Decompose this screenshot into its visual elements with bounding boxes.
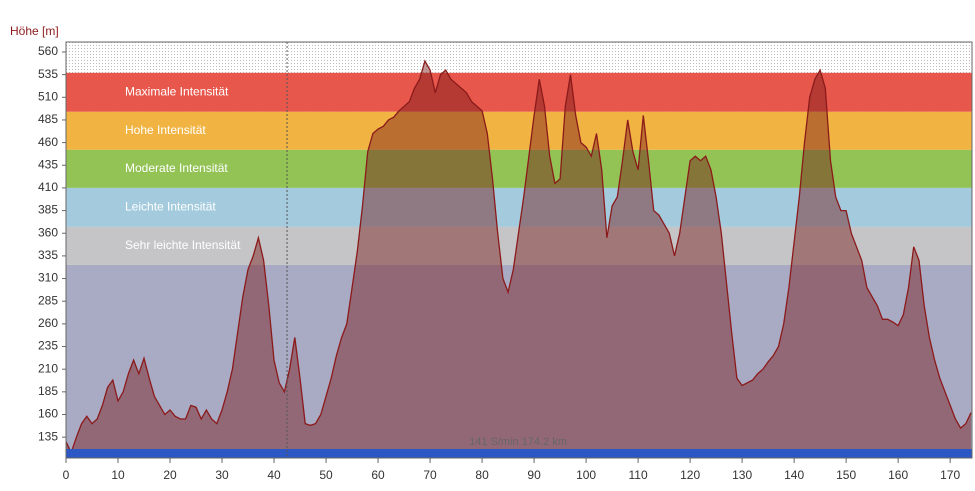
x-tick-label: 60 [371, 468, 385, 482]
x-tick-label: 30 [215, 468, 229, 482]
plot-background [66, 264, 972, 458]
x-tick-label: 140 [784, 468, 804, 482]
x-tick-label: 50 [319, 468, 333, 482]
intensity-band [66, 187, 972, 227]
y-tick-label: 335 [38, 248, 58, 262]
x-tick-label: 110 [629, 468, 648, 482]
x-tick-label: 120 [680, 468, 700, 482]
y-tick-label: 410 [38, 180, 58, 194]
y-tick-label: 160 [38, 407, 58, 421]
y-tick-label: 485 [38, 112, 58, 126]
cadence-bar [66, 449, 972, 458]
x-tick-label: 100 [576, 468, 596, 482]
x-tick-label: 40 [267, 468, 281, 482]
y-tick-label: 285 [38, 293, 58, 307]
x-tick-label: 170 [940, 468, 960, 482]
y-tick-label: 135 [38, 429, 58, 443]
band-label: Sehr leichte Intensität [125, 238, 241, 252]
x-tick-label: 150 [836, 468, 856, 482]
y-tick-label: 560 [38, 44, 58, 58]
y-tick-label: 185 [38, 384, 58, 398]
intensity-band [66, 72, 972, 112]
x-tick-label: 160 [888, 468, 908, 482]
band-label: Maximale Intensität [125, 84, 229, 98]
band-label: Moderate Intensität [125, 161, 228, 175]
y-tick-label: 435 [38, 157, 58, 171]
x-tick-label: 70 [423, 468, 437, 482]
y-axis-title: Höhe [m] [10, 24, 59, 38]
intensity-band [66, 149, 972, 188]
y-tick-label: 510 [38, 89, 58, 103]
x-tick-label: 130 [732, 468, 752, 482]
elevation-area [66, 61, 971, 458]
y-tick-label: 235 [38, 339, 58, 353]
y-tick-label: 535 [38, 67, 58, 81]
annotation: 141 S/min 174.2 km [469, 436, 567, 448]
plot-frame [65, 41, 973, 459]
y-tick-label: 460 [38, 135, 58, 149]
x-tick-label: 10 [111, 468, 125, 482]
x-tick-label: 90 [527, 468, 541, 482]
band-label: Hohe Intensität [125, 123, 206, 137]
x-tick-label: 0 [63, 468, 70, 482]
y-tick-label: 310 [38, 271, 58, 285]
y-tick-label: 210 [38, 361, 58, 375]
x-tick-label: 80 [475, 468, 489, 482]
y-tick-label: 385 [38, 203, 58, 217]
intensity-band [66, 111, 972, 150]
elevation-line [65, 59, 972, 455]
y-tick-label: 360 [38, 225, 58, 239]
x-tick-label: 20 [163, 468, 177, 482]
y-tick-label: 260 [38, 316, 58, 330]
band-label: Leichte Intensität [125, 200, 216, 214]
